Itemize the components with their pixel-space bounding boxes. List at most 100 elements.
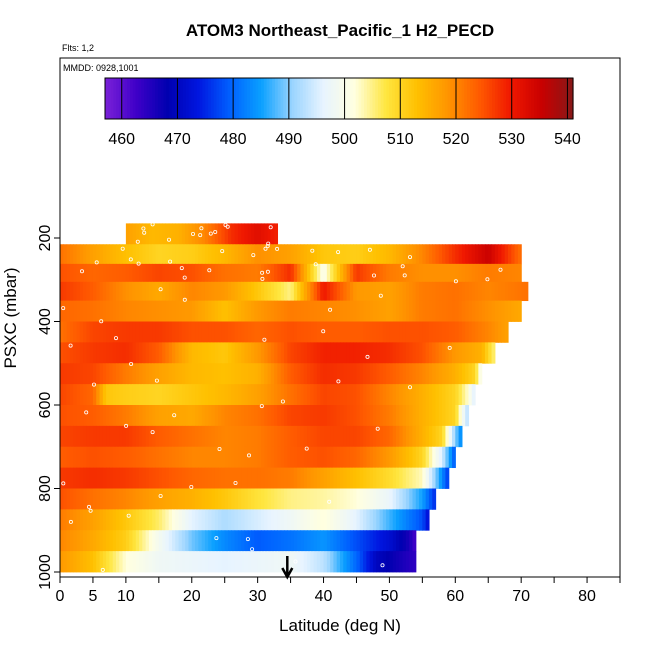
heat-cell xyxy=(83,530,87,552)
heat-cell xyxy=(89,321,94,343)
heat-cell xyxy=(422,446,427,469)
heat-cell xyxy=(109,363,114,385)
heat-cell xyxy=(185,405,190,427)
heat-cell xyxy=(409,509,414,531)
heat-cell xyxy=(326,425,331,448)
heat-cell xyxy=(132,384,137,406)
heat-cell xyxy=(448,363,453,385)
colorbar-swatch xyxy=(481,78,485,119)
heat-cell xyxy=(399,281,404,302)
heat-cell xyxy=(122,551,127,573)
colorbar-swatch xyxy=(252,78,257,119)
heat-cell xyxy=(254,467,259,489)
heat-cell xyxy=(448,263,453,283)
heat-cell xyxy=(208,363,213,385)
heat-cell xyxy=(415,281,420,302)
dates-annotation: MMDD: 0928,1001 xyxy=(63,63,139,73)
heat-cell xyxy=(310,363,315,385)
heat-cell xyxy=(448,244,453,265)
heat-cell xyxy=(221,223,226,245)
heat-cell xyxy=(488,281,493,302)
heat-cell xyxy=(372,509,377,531)
heat-cell xyxy=(228,405,232,427)
heat-cell xyxy=(201,342,206,364)
heat-cell xyxy=(112,446,117,469)
heat-cell xyxy=(204,405,209,427)
heat-cell xyxy=(89,488,94,510)
heat-cell xyxy=(168,321,173,343)
colorbar-tick-label: 480 xyxy=(220,131,247,148)
heat-cell xyxy=(419,281,423,302)
sample-point xyxy=(310,248,315,253)
heat-cell xyxy=(458,384,463,406)
heat-cell xyxy=(320,530,325,552)
heat-cell xyxy=(445,300,450,322)
colorbar-swatch xyxy=(107,78,112,119)
heat-cell xyxy=(122,342,127,364)
heat-cell xyxy=(139,300,143,322)
heat-cell xyxy=(300,509,305,531)
heat-cell xyxy=(139,530,143,552)
heat-cell xyxy=(494,263,499,283)
heat-cell xyxy=(228,281,232,302)
heat-cell xyxy=(330,244,335,265)
colorbar-swatch xyxy=(327,78,332,119)
heat-cell xyxy=(307,446,311,469)
heat-cell xyxy=(316,300,321,322)
heat-cell xyxy=(86,363,91,385)
heat-cell xyxy=(330,321,335,343)
heat-cell xyxy=(208,244,213,265)
heat-cell xyxy=(287,321,292,343)
heat-cell xyxy=(267,223,272,245)
heat-cell xyxy=(267,488,272,510)
colorbar-swatch xyxy=(127,78,131,119)
heat-cell xyxy=(195,342,199,364)
heat-cell xyxy=(340,509,344,531)
heat-cell xyxy=(221,446,226,469)
heat-cell xyxy=(475,342,479,364)
heat-cell xyxy=(237,446,242,469)
heat-cell xyxy=(356,263,361,283)
heat-cell xyxy=(198,425,203,448)
heat-cell xyxy=(320,488,325,510)
heat-cell xyxy=(237,530,242,552)
colorbar-swatch xyxy=(291,78,296,119)
heat-cell xyxy=(316,509,321,531)
heat-cell xyxy=(244,384,249,406)
heat-cell xyxy=(484,244,489,265)
heat-cell xyxy=(257,488,262,510)
heat-cell xyxy=(303,281,308,302)
heat-cell xyxy=(109,509,114,531)
colorbar-swatch xyxy=(358,78,362,119)
heat-cell xyxy=(389,321,394,343)
heat-cell xyxy=(175,321,180,343)
heat-cell xyxy=(116,467,120,489)
heat-cell xyxy=(158,405,163,427)
heat-cell xyxy=(313,281,318,302)
heat-cell xyxy=(214,300,219,322)
heat-cell xyxy=(135,244,140,265)
heat-cell xyxy=(162,551,167,573)
heat-cell xyxy=(330,363,335,385)
heat-cell xyxy=(359,281,364,302)
heat-cell xyxy=(412,446,417,469)
heat-cell xyxy=(119,281,124,302)
heat-cell xyxy=(293,342,298,364)
heat-cell xyxy=(435,384,440,406)
heat-cell xyxy=(297,384,302,406)
heat-cell xyxy=(60,263,64,283)
heat-cell xyxy=(165,446,170,469)
heat-cell xyxy=(224,342,229,364)
x-tick-label: 20 xyxy=(183,588,201,605)
heat-cell xyxy=(195,530,199,552)
heat-cell xyxy=(148,405,153,427)
heat-cell xyxy=(458,363,463,385)
heat-cell xyxy=(323,300,328,322)
heat-cell xyxy=(484,342,489,364)
heat-cell xyxy=(257,321,262,343)
heat-cell xyxy=(257,405,262,427)
heat-cell xyxy=(264,488,269,510)
heat-cell xyxy=(353,321,358,343)
heat-cell xyxy=(340,281,344,302)
heat-cell xyxy=(247,263,252,283)
